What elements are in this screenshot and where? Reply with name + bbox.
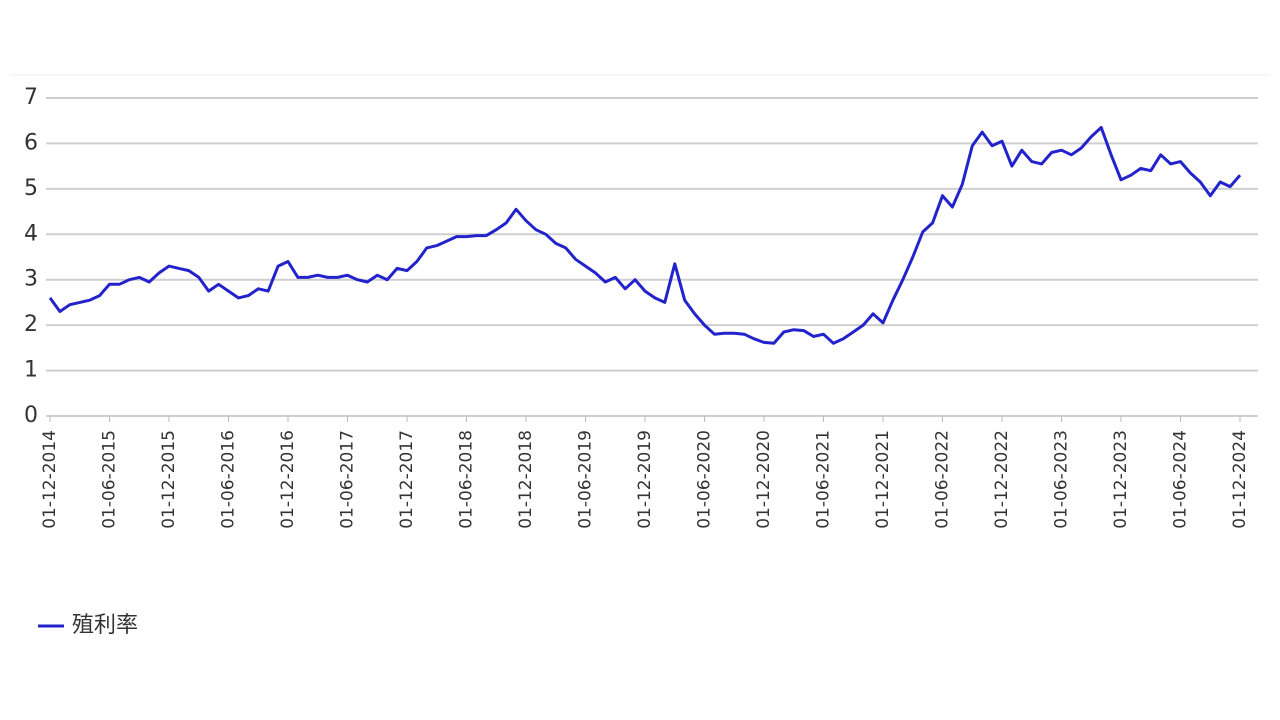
x-tick-label: 01-06-2024 (1171, 430, 1191, 529)
x-tick-label: 01-12-2014 (40, 430, 60, 529)
x-tick-label: 01-12-2023 (1111, 430, 1131, 529)
x-tick-label: 01-12-2017 (397, 430, 417, 529)
x-tick-label: 01-12-2020 (754, 430, 774, 529)
x-tick-label: 01-12-2021 (873, 430, 893, 529)
y-tick-label: 7 (24, 85, 38, 110)
y-tick-label: 5 (24, 176, 38, 201)
y-tick-label: 2 (24, 312, 38, 337)
x-tick-label: 01-06-2015 (100, 430, 120, 529)
x-tick-label: 01-12-2024 (1230, 430, 1250, 529)
x-tick-label: 01-06-2019 (576, 430, 596, 529)
x-tick-label: 01-06-2020 (695, 430, 715, 529)
y-tick-label: 6 (24, 130, 38, 155)
series-line (48, 126, 1242, 345)
x-tick-label: 01-12-2019 (635, 430, 655, 529)
legend-label: 殖利率 (72, 613, 138, 638)
x-tick-label: 01-06-2023 (1052, 430, 1072, 529)
x-tick-label: 01-06-2016 (219, 430, 239, 529)
x-tick-label: 01-06-2022 (933, 430, 953, 529)
x-tick-label: 01-12-2016 (278, 430, 298, 529)
x-tick-label: 01-12-2018 (516, 430, 536, 529)
y-tick-label: 1 (24, 358, 38, 383)
y-tick-label: 4 (24, 221, 38, 246)
x-tick-label: 01-06-2018 (457, 430, 477, 529)
x-tick-label: 01-12-2022 (992, 430, 1012, 529)
y-tick-label: 3 (24, 267, 38, 292)
y-tick-label: 0 (24, 403, 38, 428)
x-tick-label: 01-06-2021 (814, 430, 834, 529)
x-tick-label: 01-06-2017 (338, 430, 358, 529)
x-tick-label: 01-12-2015 (159, 430, 179, 529)
